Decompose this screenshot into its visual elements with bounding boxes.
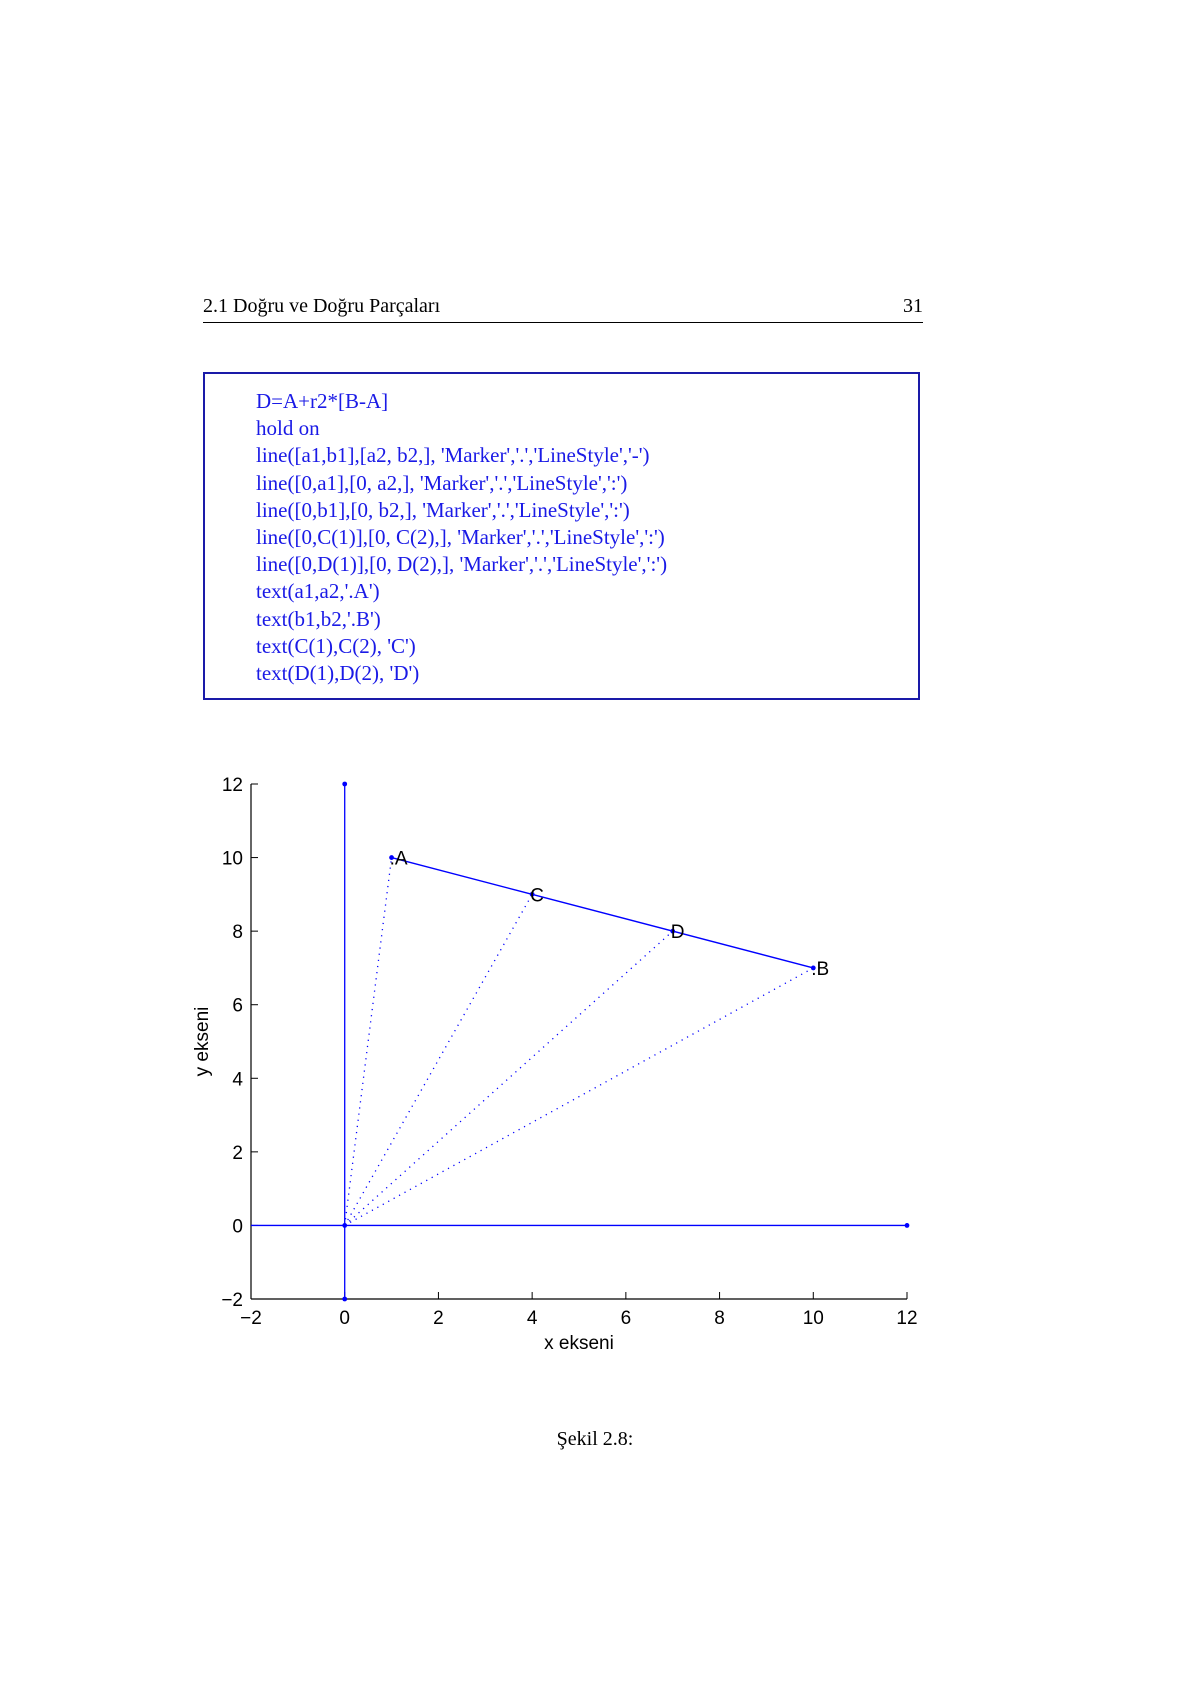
y-tick-label: 12 <box>222 775 243 796</box>
code-line: text(C(1),C(2), 'C') <box>256 633 416 658</box>
code-line: line([0,D(1)],[0, D(2),], 'Marker','.','… <box>256 552 668 577</box>
x-tick-label: 10 <box>803 1308 824 1329</box>
page-number: 31 <box>903 295 923 317</box>
dotted-line <box>344 967 814 1226</box>
dotted-line <box>344 894 533 1226</box>
point-label: C <box>530 885 544 906</box>
x-tick-label: 0 <box>339 1308 350 1329</box>
y-tick-label: −2 <box>221 1290 243 1311</box>
point-marker <box>810 965 816 971</box>
code-line: D=A+r2*[B-A] <box>256 389 389 413</box>
x-axis-label: x ekseni <box>544 1333 614 1354</box>
code-line: line([a1,b1],[a2, b2,], 'Marker','.','Li… <box>256 443 650 468</box>
y-axis-label: y ekseni <box>192 1007 213 1077</box>
point-marker <box>342 781 348 787</box>
x-tick-label: 4 <box>527 1308 538 1329</box>
y-tick-label: 10 <box>222 849 243 870</box>
point-label: .B <box>811 959 829 980</box>
x-tick-label: 8 <box>714 1308 725 1329</box>
point-marker <box>342 1296 348 1302</box>
point-marker <box>904 1223 910 1228</box>
code-line: line([0,C(1)],[0, C(2),], 'Marker','.','… <box>256 525 665 550</box>
y-tick-label: 4 <box>232 1069 243 1090</box>
code-line: text(a1,a2,'.A') <box>256 579 380 604</box>
y-tick-label: 8 <box>232 922 243 943</box>
point-marker <box>529 891 535 897</box>
running-head: 2.1 Doğru ve Doğru Parçaları 31 <box>203 292 923 323</box>
x-tick-label: 2 <box>433 1308 444 1329</box>
y-tick-label: 6 <box>232 996 243 1017</box>
code-line: line([0,b1],[0, b2,], 'Marker','.','Line… <box>256 497 630 522</box>
code-line: text(b1,b2,'.B') <box>256 606 381 631</box>
y-tick-label: 0 <box>232 1216 243 1237</box>
code-line: text(D(1),D(2), 'D') <box>256 661 420 686</box>
x-tick-label: −2 <box>240 1308 262 1329</box>
code-listing: D=A+r2*[B-A] hold on line([a1,b1],[a2, b2,… <box>256 388 667 687</box>
point-label: D <box>671 922 685 943</box>
running-head-title: 2.1 Doğru ve Doğru Parçaları <box>203 295 441 317</box>
point-marker <box>342 1223 348 1228</box>
point-label: .A <box>390 849 408 870</box>
code-line: line([0,a1],[0, a2,], 'Marker','.','Line… <box>256 470 628 495</box>
x-tick-label: 12 <box>896 1308 917 1329</box>
dotted-line <box>344 930 674 1226</box>
y-tick-label: 2 <box>232 1143 243 1164</box>
point-marker <box>670 928 676 934</box>
figure-caption: Şekil 2.8: <box>556 1428 634 1450</box>
dotted-line <box>344 857 393 1226</box>
point-marker <box>389 855 394 860</box>
segment-ab <box>391 856 814 969</box>
code-line: hold on <box>256 416 320 441</box>
code-listing-box: D=A+r2*[B-A] hold on line([a1,b1],[a2, b2,… <box>203 372 920 700</box>
x-tick-label: 6 <box>621 1308 632 1329</box>
